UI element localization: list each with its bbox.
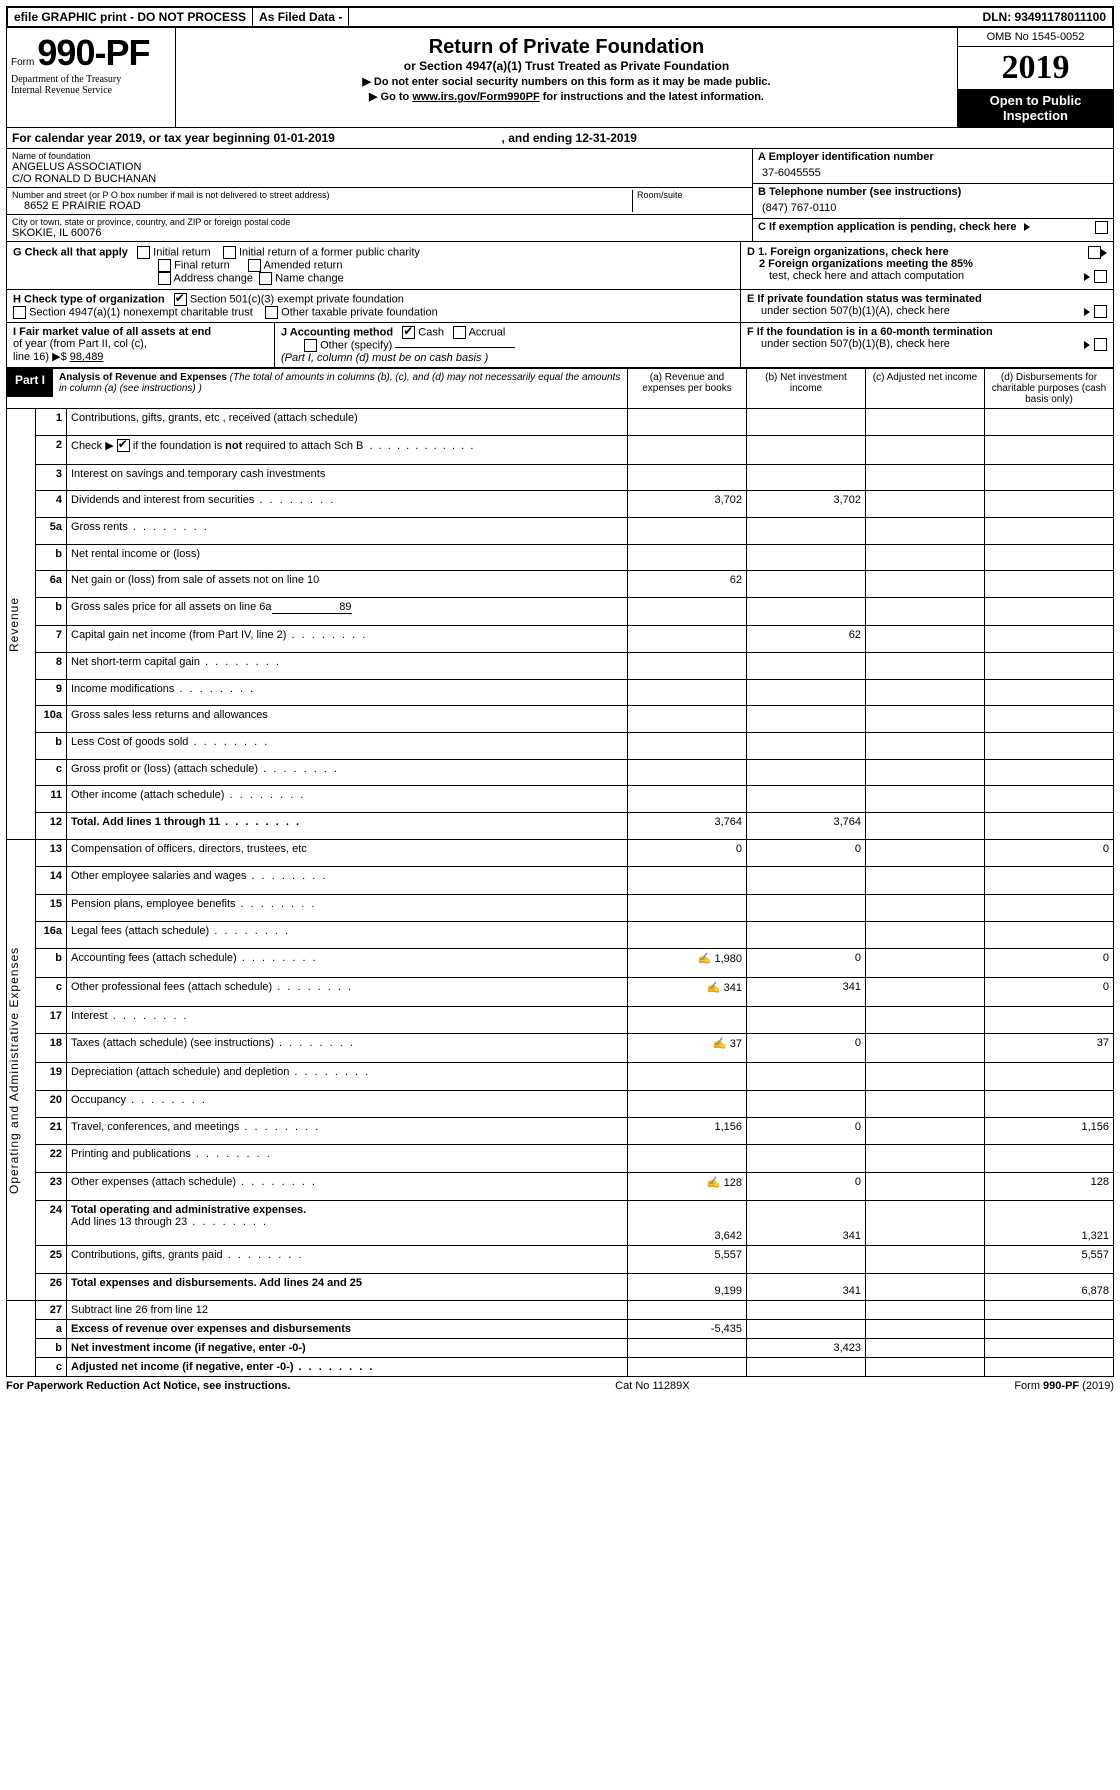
goto-line: ▶ Go to www.irs.gov/Form990PF for instru… bbox=[180, 90, 953, 103]
cat-no: Cat No 11289X bbox=[615, 1380, 689, 1392]
table-row: cGross profit or (loss) (attach schedule… bbox=[7, 759, 1114, 786]
attach-icon[interactable]: ✍ bbox=[713, 1037, 727, 1050]
box-b: B Telephone number (see instructions) (8… bbox=[753, 183, 1113, 218]
open-to-public: Open to Public Inspection bbox=[958, 89, 1113, 127]
table-row: 3Interest on savings and temporary cash … bbox=[7, 464, 1114, 491]
table-row: 2Check ▶ if the foundation is not requir… bbox=[7, 435, 1114, 464]
table-row: 23Other expenses (attach schedule)✍ 1280… bbox=[7, 1172, 1114, 1201]
table-row: 4Dividends and interest from securities3… bbox=[7, 491, 1114, 518]
table-row: 20Occupancy bbox=[7, 1090, 1114, 1117]
dln: DLN: 93491178011100 bbox=[977, 8, 1112, 26]
form-number: 990-PF bbox=[37, 32, 149, 73]
table-row: 18Taxes (attach schedule) (see instructi… bbox=[7, 1034, 1114, 1063]
form-prefix: Form bbox=[11, 57, 34, 68]
form-ref: Form 990-PF (2019) bbox=[1014, 1380, 1114, 1392]
table-row: 27Subtract line 26 from line 12 bbox=[7, 1301, 1114, 1320]
table-row: cOther professional fees (attach schedul… bbox=[7, 978, 1114, 1007]
as-filed: As Filed Data - bbox=[253, 8, 349, 26]
omb-number: OMB No 1545-0052 bbox=[958, 28, 1113, 47]
box-c: C If exemption application is pending, c… bbox=[753, 218, 1113, 235]
col-a: (a) Revenue and expenses per books bbox=[628, 369, 747, 409]
checkbox-501c3[interactable] bbox=[174, 293, 187, 306]
checkbox-c[interactable] bbox=[1095, 221, 1108, 234]
col-c: (c) Adjusted net income bbox=[866, 369, 985, 409]
table-row: 19Depreciation (attach schedule) and dep… bbox=[7, 1063, 1114, 1090]
arrow-icon bbox=[1084, 308, 1090, 316]
table-row: 6aNet gain or (loss) from sale of assets… bbox=[7, 571, 1114, 598]
box-e: E If private foundation status was termi… bbox=[741, 290, 1113, 322]
checkbox-accrual[interactable] bbox=[453, 326, 466, 339]
year-col: OMB No 1545-0052 2019 Open to Public Ins… bbox=[957, 28, 1113, 127]
table-row: 10aGross sales less returns and allowanc… bbox=[7, 706, 1114, 733]
table-row: 21Travel, conferences, and meetings1,156… bbox=[7, 1117, 1114, 1144]
table-row: 12Total. Add lines 1 through 113,7643,76… bbox=[7, 813, 1114, 840]
table-row: bAccounting fees (attach schedule)✍ 1,98… bbox=[7, 949, 1114, 978]
arrow-icon bbox=[1084, 341, 1090, 349]
table-row: bNet rental income or (loss) bbox=[7, 544, 1114, 571]
table-row: 11Other income (attach schedule) bbox=[7, 786, 1114, 813]
side-expenses: Operating and Administrative Expenses bbox=[7, 840, 21, 1300]
table-row: 5aGross rents bbox=[7, 518, 1114, 545]
goto-pre: ▶ Go to bbox=[369, 91, 412, 103]
entity-info: Name of foundation ANGELUS ASSOCIATION C… bbox=[6, 149, 1114, 368]
attach-icon[interactable]: ✍ bbox=[707, 1176, 721, 1189]
tax-year: 2019 bbox=[958, 47, 1113, 89]
attach-icon[interactable]: ✍ bbox=[707, 981, 721, 994]
box-i: I Fair market value of all assets at end… bbox=[7, 323, 275, 367]
table-row: 8Net short-term capital gain bbox=[7, 652, 1114, 679]
city-row: City or town, state or province, country… bbox=[7, 214, 752, 241]
arrow-icon bbox=[1101, 249, 1107, 257]
box-h: H Check type of organization Section 501… bbox=[7, 290, 741, 322]
arrow-icon bbox=[1024, 223, 1030, 231]
box-f: F If the foundation is in a 60-month ter… bbox=[741, 323, 1113, 367]
table-row: Operating and Administrative Expenses 13… bbox=[7, 840, 1114, 867]
form-id-col: Form 990-PF Department of the Treasury I… bbox=[7, 28, 176, 127]
col-b: (b) Net investment income bbox=[747, 369, 866, 409]
table-row: 9Income modifications bbox=[7, 679, 1114, 706]
box-g: G Check all that apply Initial return In… bbox=[7, 242, 741, 289]
foundation-name: Name of foundation ANGELUS ASSOCIATION C… bbox=[7, 149, 752, 187]
part1-table: Part I Analysis of Revenue and Expenses … bbox=[6, 368, 1114, 1377]
efile-notice: efile GRAPHIC print - DO NOT PROCESS bbox=[8, 8, 253, 26]
part1-desc: Analysis of Revenue and Expenses (The to… bbox=[53, 369, 627, 397]
table-row: 17Interest bbox=[7, 1007, 1114, 1034]
table-row: 26Total expenses and disbursements. Add … bbox=[7, 1273, 1114, 1301]
box-j: J Accounting method Cash Accrual Other (… bbox=[275, 323, 741, 367]
checkbox-cash[interactable] bbox=[402, 326, 415, 339]
table-row: Revenue 1Contributions, gifts, grants, e… bbox=[7, 409, 1114, 436]
table-row: aExcess of revenue over expenses and dis… bbox=[7, 1320, 1114, 1339]
address-row: Number and street (or P O box number if … bbox=[7, 187, 752, 214]
table-row: 15Pension plans, employee benefits bbox=[7, 894, 1114, 921]
table-row: 7Capital gain net income (from Part IV, … bbox=[7, 626, 1114, 653]
table-row: bLess Cost of goods sold bbox=[7, 733, 1114, 760]
ssn-warning: ▶ Do not enter social security numbers o… bbox=[180, 75, 953, 88]
arrow-icon bbox=[1084, 273, 1090, 281]
paperwork-notice: For Paperwork Reduction Act Notice, see … bbox=[6, 1380, 290, 1392]
attach-icon[interactable]: ✍ bbox=[697, 952, 711, 965]
table-row: bGross sales price for all assets on lin… bbox=[7, 598, 1114, 626]
title-col: Return of Private Foundation or Section … bbox=[176, 28, 957, 127]
col-d: (d) Disbursements for charitable purpose… bbox=[985, 369, 1114, 409]
calendar-year-line: For calendar year 2019, or tax year begi… bbox=[6, 128, 1114, 149]
table-row: 24Total operating and administrative exp… bbox=[7, 1201, 1114, 1246]
table-row: cAdjusted net income (if negative, enter… bbox=[7, 1358, 1114, 1377]
dept-line-2: Internal Revenue Service bbox=[11, 85, 171, 96]
table-row: 25Contributions, gifts, grants paid5,557… bbox=[7, 1246, 1114, 1273]
side-revenue: Revenue bbox=[7, 409, 21, 839]
box-d: D 1. Foreign organizations, check here 2… bbox=[741, 242, 1113, 289]
goto-post: for instructions and the latest informat… bbox=[540, 91, 764, 103]
dept-line-1: Department of the Treasury bbox=[11, 74, 171, 85]
form-header: Form 990-PF Department of the Treasury I… bbox=[6, 28, 1114, 128]
footer: For Paperwork Reduction Act Notice, see … bbox=[6, 1377, 1114, 1392]
table-row: 22Printing and publications bbox=[7, 1145, 1114, 1172]
goto-link[interactable]: www.irs.gov/Form990PF bbox=[412, 91, 539, 103]
table-row: 16aLegal fees (attach schedule) bbox=[7, 922, 1114, 949]
part1-tab: Part I bbox=[7, 369, 53, 397]
table-row: 14Other employee salaries and wages bbox=[7, 867, 1114, 894]
top-bar: efile GRAPHIC print - DO NOT PROCESS As … bbox=[6, 6, 1114, 28]
table-row: bNet investment income (if negative, ent… bbox=[7, 1339, 1114, 1358]
sub-title: or Section 4947(a)(1) Trust Treated as P… bbox=[180, 59, 953, 73]
box-a: A Employer identification number 37-6045… bbox=[753, 149, 1113, 183]
main-title: Return of Private Foundation bbox=[180, 36, 953, 59]
